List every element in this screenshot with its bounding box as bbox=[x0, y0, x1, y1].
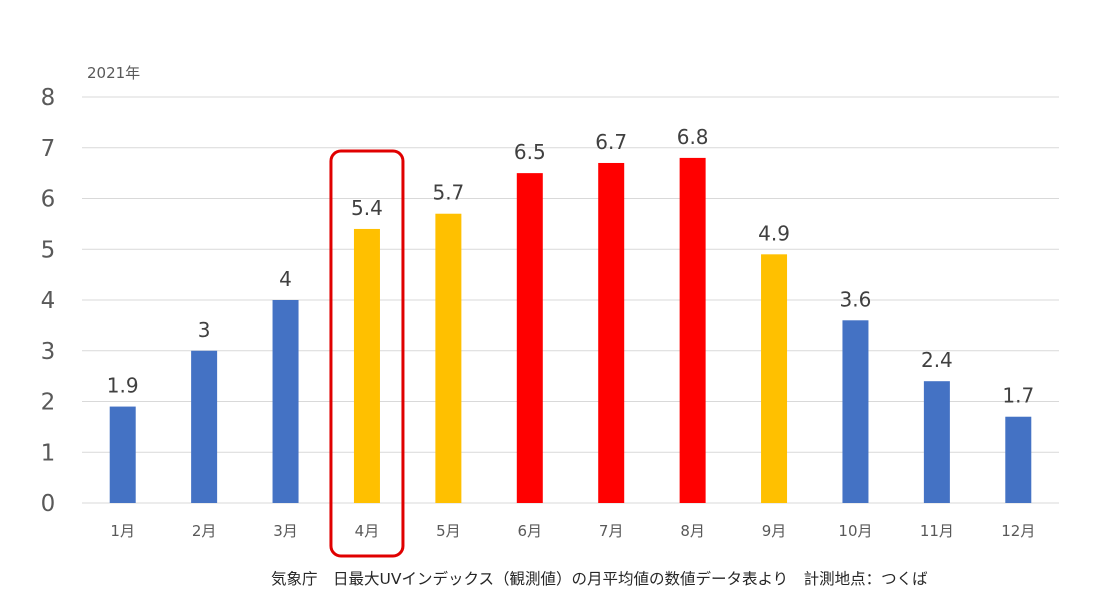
x-tick-label: 12月 bbox=[1001, 522, 1035, 540]
y-tick-label: 8 bbox=[41, 85, 56, 111]
data-label: 5.4 bbox=[351, 196, 383, 220]
data-label: 1.9 bbox=[107, 374, 139, 398]
bar-11月 bbox=[923, 381, 950, 503]
bar-10月 bbox=[842, 320, 869, 503]
data-label: 5.7 bbox=[432, 181, 464, 205]
bar-4月 bbox=[353, 228, 380, 503]
y-tick-label: 4 bbox=[41, 288, 56, 314]
bar-6月 bbox=[516, 173, 543, 503]
x-tick-label: 2月 bbox=[192, 522, 217, 540]
x-tick-label: 3月 bbox=[273, 522, 298, 540]
y-tick-label: 1 bbox=[41, 440, 56, 466]
x-tick-label: 11月 bbox=[920, 522, 954, 540]
x-tick-label: 7月 bbox=[599, 522, 624, 540]
bar-3月 bbox=[272, 300, 299, 503]
bar-1月 bbox=[109, 406, 136, 503]
y-tick-label: 7 bbox=[41, 136, 56, 162]
y-tick-label: 5 bbox=[41, 237, 56, 263]
bar-8月 bbox=[679, 157, 706, 503]
x-tick-label: 5月 bbox=[436, 522, 461, 540]
data-label: 1.7 bbox=[1002, 384, 1034, 408]
data-label: 4 bbox=[279, 267, 292, 291]
data-label: 2.4 bbox=[921, 348, 953, 372]
bar-2月 bbox=[191, 350, 218, 503]
data-label: 3.6 bbox=[840, 287, 872, 311]
highlight-box bbox=[329, 149, 405, 558]
bar-5月 bbox=[435, 213, 462, 503]
x-tick-label: 1月 bbox=[110, 522, 135, 540]
chart-subtitle: 2021年 bbox=[87, 64, 141, 82]
data-label: 3 bbox=[198, 318, 211, 342]
y-tick-label: 3 bbox=[41, 339, 56, 365]
x-tick-label: 10月 bbox=[838, 522, 872, 540]
data-label: 6.5 bbox=[514, 140, 546, 164]
data-label: 4.9 bbox=[758, 221, 790, 245]
x-tick-label: 4月 bbox=[355, 522, 380, 540]
x-tick-label: 6月 bbox=[518, 522, 543, 540]
x-tick-label: 8月 bbox=[680, 522, 705, 540]
data-label: 6.8 bbox=[677, 125, 709, 149]
y-tick-label: 6 bbox=[41, 187, 56, 213]
bar-12月 bbox=[1005, 416, 1032, 503]
y-tick-label: 0 bbox=[41, 491, 56, 517]
bar-9月 bbox=[761, 254, 788, 503]
source-note: 気象庁 日最大UVインデックス（観測値）の月平均値の数値データ表より 計測地点：… bbox=[271, 570, 928, 588]
bar-7月 bbox=[598, 162, 625, 503]
x-tick-label: 9月 bbox=[762, 522, 787, 540]
y-tick-label: 2 bbox=[41, 390, 56, 416]
data-label: 6.7 bbox=[595, 130, 627, 154]
